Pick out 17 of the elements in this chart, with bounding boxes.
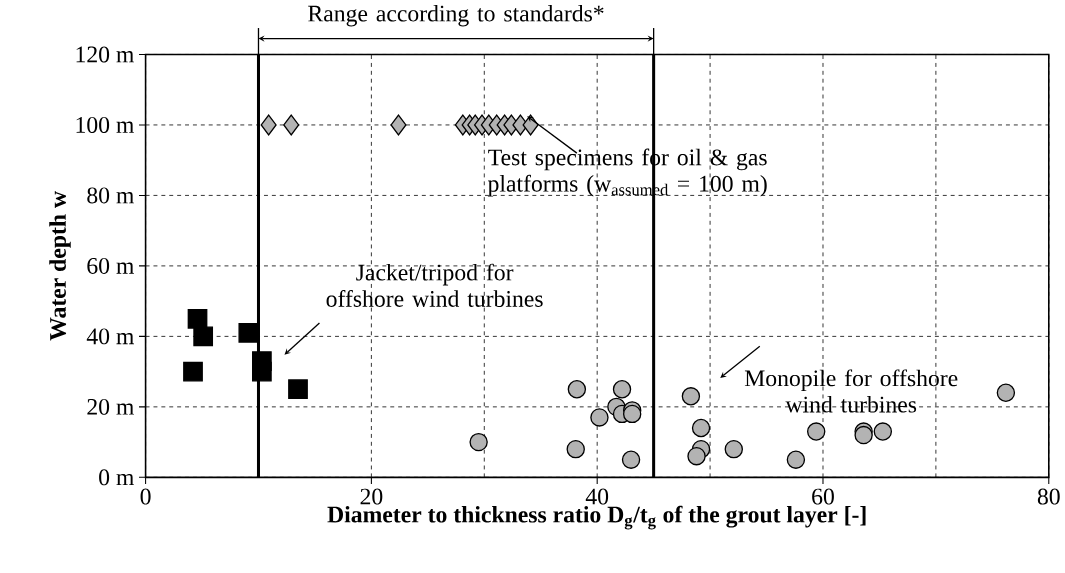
text: Diameter to thickness ratio D$_{g}$/t$_{g}$ of the grout layer [-] bbox=[327, 505, 866, 530]
y-tick-label: 40 m bbox=[86, 328, 134, 345]
y-axis-title: Water depth w bbox=[49, 190, 71, 341]
y-tick-label: 100 m bbox=[76, 116, 134, 133]
text: Range according to standards* bbox=[308, 4, 604, 27]
x-tick-label: 80 bbox=[1037, 488, 1060, 505]
annotation: Jacket/tripod for offshore wind turbines bbox=[326, 263, 543, 307]
x-tick-label: 40 bbox=[585, 488, 609, 505]
y-tick-label: 0 m bbox=[99, 469, 134, 486]
x-tick-label: 20 bbox=[360, 488, 383, 505]
y-tick-label: 20 m bbox=[87, 398, 134, 415]
x-tick-label: 0 bbox=[140, 488, 151, 505]
y-tick-label: 120 m bbox=[76, 46, 134, 63]
x-tick-label: 60 bbox=[812, 488, 834, 505]
annotation: Monopile for offshore wind turbines bbox=[744, 369, 958, 413]
y-tick-label: 80 m bbox=[87, 187, 134, 204]
y-tick-label: 60 m bbox=[87, 257, 134, 274]
